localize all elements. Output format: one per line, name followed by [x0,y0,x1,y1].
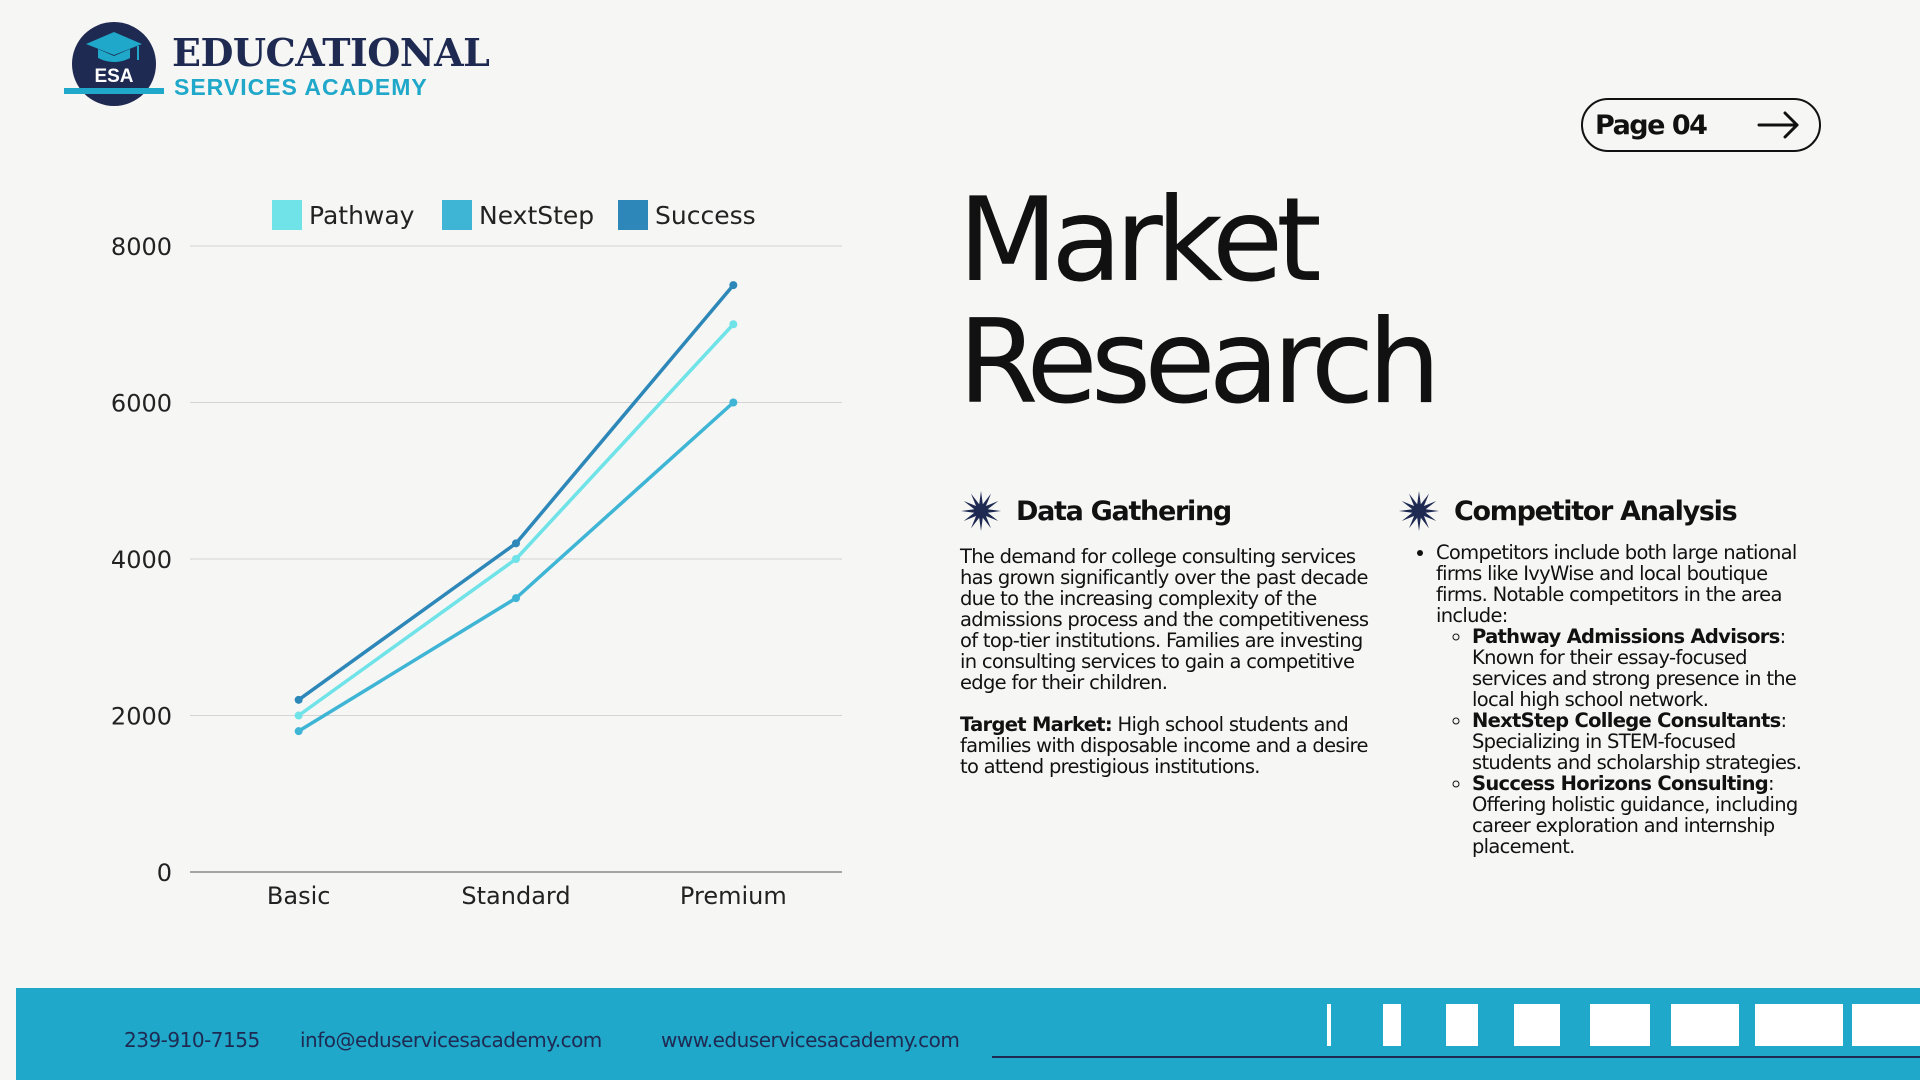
list-item: Competitors include both large national … [1436,542,1818,857]
esa-badge-icon: ESA [64,22,164,106]
y-axis-ticks: 0 2000 4000 6000 8000 [111,233,172,887]
data-point [729,398,738,407]
y-tick-label: 0 [157,859,172,887]
page-title: Market Research [958,180,1578,424]
competitor-desc: : Known for their essay-focused services… [1472,625,1797,711]
starburst-icon [1399,491,1439,531]
series-nextstep [294,398,738,736]
y-tick-label: 6000 [111,390,172,418]
data-point [512,555,520,563]
x-tick-label: Premium [680,882,787,910]
arrow-right-icon [1757,111,1799,139]
target-market-text: High school students and families with d… [960,713,1368,778]
brand-logo: ESA EDUCATIONAL SERVICES ACADEMY [64,20,490,110]
data-point [294,695,303,704]
legend-label: NextStep [479,201,594,230]
competitor-desc: : Offering holistic guidance, including … [1472,772,1798,858]
data-gathering-section: Data Gathering The demand for college co… [960,488,1380,777]
footer-stripe [1671,1004,1739,1046]
line-chart: 0 2000 4000 6000 8000 Basic Standard Premium P… [0,170,900,930]
footer-stripe [1590,1004,1650,1046]
data-gathering-heading: Data Gathering [1016,495,1232,527]
brand-subtitle: SERVICES ACADEMY [174,74,428,100]
footer-bar: 239-910-7155 info@eduservicesacademy.com… [16,988,1920,1080]
data-point [512,539,520,548]
next-page-button[interactable]: Page 04 [1581,98,1821,152]
chart-legend: Pathway NextStep Success [272,200,756,230]
badge-text: ESA [94,66,133,87]
competitor-analysis-header: Competitor Analysis [1398,488,1818,534]
competitor-analysis-heading: Competitor Analysis [1454,495,1738,527]
footer-stripe [1327,1004,1331,1046]
footer-website[interactable]: www.eduservicesacademy.com [661,1028,960,1052]
footer-stripe [1755,1004,1843,1046]
target-market-label: Target Market: [960,713,1113,736]
series-line [296,322,736,718]
x-tick-label: Basic [267,882,331,910]
footer-email[interactable]: info@eduservicesacademy.com [300,1028,602,1052]
target-market-paragraph: Target Market: High school students and … [960,714,1380,777]
competitor-desc: : Specializing in STEM-focused students … [1472,709,1802,774]
legend-swatch [618,200,648,230]
competitor-list: Competitors include both large national … [1398,542,1818,857]
legend-label: Success [655,201,756,230]
data-gathering-header: Data Gathering [960,488,1380,534]
legend-swatch [272,200,302,230]
list-item: Pathway Admissions Advisors: Known for t… [1472,626,1818,710]
data-point [729,281,738,290]
competitor-name: Pathway Admissions Advisors [1472,625,1780,648]
data-point [294,711,303,720]
data-gathering-paragraph: The demand for college consulting servic… [960,545,1369,694]
x-axis-ticks: Basic Standard Premium [267,882,787,910]
legend-swatch [442,200,472,230]
y-tick-label: 4000 [111,546,172,574]
footer-stripe [1446,1004,1478,1046]
chart-series-group [294,281,738,736]
list-item: NextStep College Consultants: Specializi… [1472,710,1818,773]
brand-title: EDUCATIONAL [172,30,490,75]
footer-divider [992,1056,1920,1058]
y-tick-label: 2000 [111,703,172,731]
series-line [296,400,736,733]
data-point [512,594,520,603]
title-line-1: Market [958,173,1322,308]
competitor-name: NextStep College Consultants [1472,709,1781,732]
y-tick-label: 8000 [111,233,172,261]
footer-stripes [1327,1004,1920,1046]
legend-label: Pathway [309,201,415,230]
series-pathway [294,320,738,720]
footer-stripe [1852,1004,1920,1046]
title-line-2: Research [958,295,1441,430]
starburst-icon [961,491,1001,531]
page-label: Page 04 [1595,109,1708,141]
data-point [294,727,303,736]
footer-phone[interactable]: 239-910-7155 [124,1028,260,1052]
x-tick-label: Standard [461,882,570,910]
competitor-sublist: Pathway Admissions Advisors: Known for t… [1436,626,1818,857]
series-line [296,283,736,702]
competitor-analysis-section: Competitor Analysis Competitors include … [1398,488,1818,857]
chart-svg: 0 2000 4000 6000 8000 Basic Standard Premium P… [111,200,842,910]
list-item: Success Horizons Consulting: Offering ho… [1472,773,1818,857]
competitor-intro: Competitors include both large national … [1436,541,1797,627]
footer-stripe [1383,1004,1401,1046]
footer-stripe [1514,1004,1560,1046]
competitor-name: Success Horizons Consulting [1472,772,1769,795]
series-success [294,281,738,704]
data-point [729,320,738,329]
